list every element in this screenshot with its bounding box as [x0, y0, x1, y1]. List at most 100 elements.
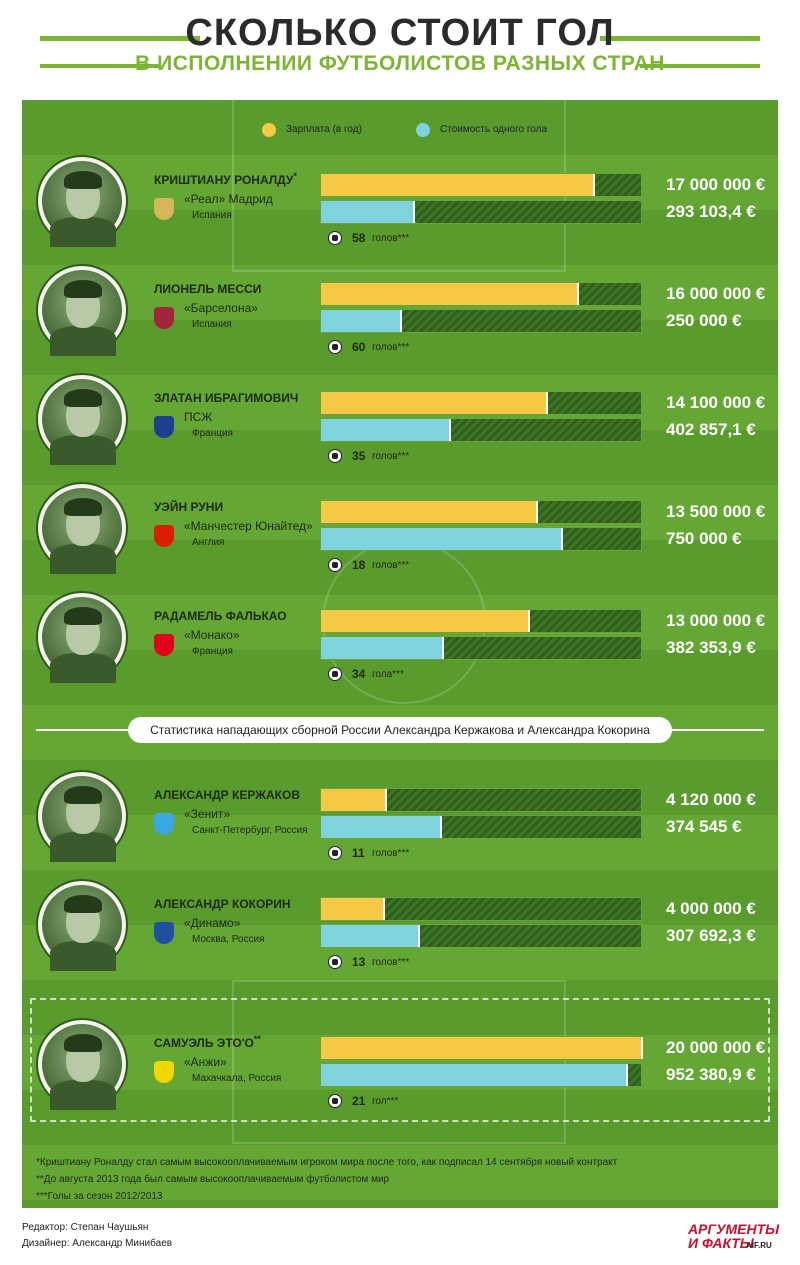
- goal-cost-value: 250 000 €: [666, 311, 742, 330]
- footnote-1: *Криштиану Роналду стал самым высокоопла…: [36, 1157, 618, 1168]
- salary-track: [320, 173, 642, 197]
- salary-track: [320, 897, 642, 921]
- field-box-bottom: [232, 980, 566, 1144]
- photo-background: [42, 270, 122, 356]
- player-photo: [36, 373, 128, 465]
- goals-count: 35: [352, 449, 366, 463]
- club-name: «Барселона»: [184, 301, 258, 315]
- club-name: ПСЖ: [184, 410, 213, 424]
- country: Махачкала, Россия: [192, 1073, 282, 1084]
- goals-label: голов***: [372, 342, 410, 353]
- player-photo: [36, 770, 128, 862]
- salary-value: 4 000 000 €: [666, 899, 756, 918]
- photo-background: [42, 379, 122, 465]
- football-icon: [328, 846, 342, 860]
- salary-bar: [321, 898, 385, 920]
- salary-value: 13 500 000 €: [666, 502, 766, 521]
- player-name-text: САМУЭЛЬ ЭТО'О: [154, 1036, 254, 1050]
- subtitle-rule-right: [640, 64, 760, 68]
- goals-count: 18: [352, 558, 366, 572]
- player-name: АЛЕКСАНДР КОКОРИН: [154, 895, 291, 911]
- goals-count: 34: [352, 667, 366, 681]
- highlight-box: [30, 998, 770, 1122]
- player-name-text: КРИШТИАНУ РОНАЛДУ: [154, 173, 294, 187]
- football-icon: [328, 449, 342, 463]
- salary-value: 17 000 000 €: [666, 175, 766, 194]
- country: Москва, Россия: [192, 934, 265, 945]
- photo-hair: [64, 280, 102, 298]
- goal-cost-value: 293 103,4 €: [666, 202, 756, 221]
- goals-label: голов***: [372, 848, 410, 859]
- photo-background: [42, 885, 122, 971]
- player-photo: [36, 155, 128, 247]
- salary-bar: [321, 1037, 643, 1059]
- photo-background: [42, 597, 122, 683]
- player-name: ЗЛАТАН ИБРАГИМОВИЧ: [154, 389, 298, 405]
- goals-label: гола***: [372, 669, 404, 680]
- goal-cost-value: 374 545 €: [666, 817, 742, 836]
- photo-shoulders: [50, 435, 116, 465]
- player-name: КРИШТИАНУ РОНАЛДУ*: [154, 171, 297, 187]
- club-crest-icon: [154, 922, 174, 944]
- football-icon: [328, 955, 342, 969]
- country: Англия: [192, 537, 225, 548]
- goal-cost-bar: [321, 528, 563, 550]
- photo-hair: [64, 607, 102, 625]
- page-title: СКОЛЬКО СТОИТ ГОЛ: [185, 12, 615, 54]
- club-crest-icon: [154, 416, 174, 438]
- salary-bar: [321, 789, 387, 811]
- goal-cost-value: 382 353,9 €: [666, 638, 756, 657]
- logo-line1: АРГУМЕНТЫ: [688, 1221, 780, 1237]
- goal-cost-value: 307 692,3 €: [666, 926, 756, 945]
- goal-cost-track: [320, 418, 642, 442]
- salary-bar: [321, 501, 538, 523]
- goals-label: голов***: [372, 560, 410, 571]
- player-name: ЛИОНЕЛЬ МЕССИ: [154, 280, 261, 296]
- club-crest-icon: [154, 634, 174, 656]
- player-name-text: УЭЙН РУНИ: [154, 500, 224, 514]
- player-photo: [36, 591, 128, 683]
- photo-shoulders: [50, 326, 116, 356]
- photo-shoulders: [50, 941, 116, 971]
- goal-cost-track: [320, 527, 642, 551]
- football-icon: [328, 667, 342, 681]
- player-name-text: АЛЕКСАНДР КОКОРИН: [154, 897, 291, 911]
- salary-bar: [321, 283, 579, 305]
- player-name: УЭЙН РУНИ: [154, 498, 223, 514]
- player-photo: [36, 879, 128, 971]
- country: Франция: [192, 646, 233, 657]
- player-name: САМУЭЛЬ ЭТО'О**: [154, 1034, 261, 1050]
- goal-cost-track: [320, 924, 642, 948]
- football-icon: [328, 340, 342, 354]
- player-name-text: ЛИОНЕЛЬ МЕССИ: [154, 282, 262, 296]
- salary-track: [320, 391, 642, 415]
- club-name: «Динамо»: [184, 916, 241, 930]
- country: Санкт-Петербург, Россия: [192, 825, 308, 836]
- player-photo: [36, 264, 128, 356]
- photo-background: [42, 776, 122, 862]
- legend-salary-label: Зарплата (в год): [286, 124, 362, 135]
- goal-cost-bar: [321, 310, 402, 332]
- footnote-mark: **: [253, 1034, 261, 1044]
- goals-count: 13: [352, 955, 366, 969]
- country: Испания: [192, 319, 232, 330]
- salary-track: [320, 788, 642, 812]
- goal-cost-bar: [321, 816, 442, 838]
- photo-shoulders: [50, 832, 116, 862]
- photo-background: [42, 1024, 122, 1110]
- salary-value: 13 000 000 €: [666, 611, 766, 630]
- salary-bar: [321, 174, 595, 196]
- designer-credit: Дизайнер: Александр Минибаев: [22, 1238, 173, 1249]
- goal-cost-value: 952 380,9 €: [666, 1065, 756, 1084]
- photo-hair: [64, 389, 102, 407]
- goal-cost-value: 750 000 €: [666, 529, 742, 548]
- footnote-2: **До августа 2013 года был самым высокоо…: [36, 1174, 390, 1185]
- country: Франция: [192, 428, 233, 439]
- logo-site: AIF.RU: [746, 1241, 772, 1250]
- photo-hair: [64, 895, 102, 913]
- photo-shoulders: [50, 1080, 116, 1110]
- title-rule-left: [40, 36, 200, 41]
- salary-track: [320, 282, 642, 306]
- legend-goalcost-swatch: [416, 123, 430, 137]
- football-icon: [328, 558, 342, 572]
